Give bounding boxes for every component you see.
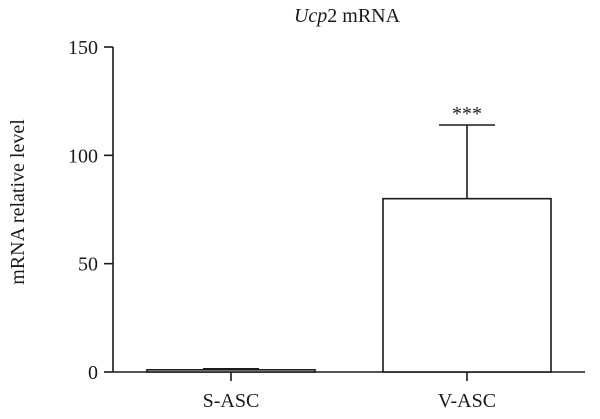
y-axis-label: mRNA relative level: [7, 119, 29, 285]
chart-title: Ucp2 mRNA: [294, 5, 401, 27]
chart-title-rest: 2 mRNA: [327, 5, 400, 27]
bar-s-asc: [146, 369, 316, 373]
x-tick-label: V-ASC: [438, 390, 496, 412]
y-tick-label: 100: [68, 145, 98, 167]
bar-v-asc: [382, 197, 552, 373]
x-tick-label: S-ASC: [203, 390, 260, 412]
chart-title-italic: Ucp: [294, 5, 327, 27]
y-tick-label: 50: [78, 254, 98, 276]
x-axis: S-ASC V-ASC: [113, 371, 585, 412]
y-axis: 0 50 100 150: [68, 37, 114, 384]
y-tick-label: 150: [68, 37, 98, 59]
significance-label: ***: [452, 103, 482, 125]
y-tick-label: 0: [88, 362, 98, 384]
bars: ***: [146, 103, 552, 373]
